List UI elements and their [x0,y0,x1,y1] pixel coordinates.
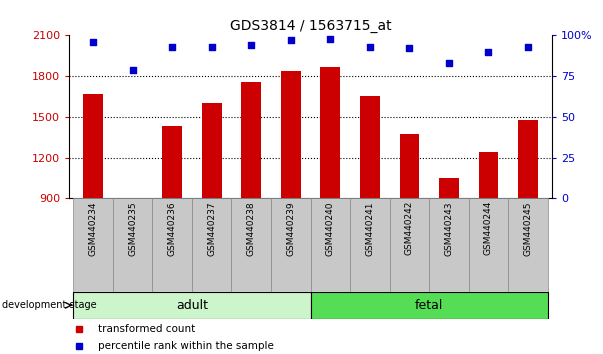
Text: GSM440240: GSM440240 [326,201,335,256]
Bar [320,67,340,198]
Text: percentile rank within the sample: percentile rank within the sample [98,341,274,351]
Point [405,46,414,51]
Text: GSM440236: GSM440236 [168,201,177,256]
Text: development stage: development stage [2,300,96,310]
Bar [202,103,221,198]
Bar [518,120,538,198]
Text: GSM440243: GSM440243 [444,201,453,256]
Bar [232,198,271,292]
Text: GSM440241: GSM440241 [365,201,374,256]
Text: adult: adult [176,299,208,312]
Bar [192,198,232,292]
Bar [311,292,548,319]
Bar [390,198,429,292]
Text: GSM440242: GSM440242 [405,201,414,256]
Bar [74,198,113,292]
Point [523,44,533,50]
Text: GSM440237: GSM440237 [207,201,216,256]
Bar [429,198,469,292]
Text: GSM440239: GSM440239 [286,201,295,256]
Point [247,42,256,48]
Bar [400,135,419,198]
Point [444,60,454,66]
Text: transformed count: transformed count [98,324,195,333]
Bar [162,126,182,198]
Point [207,44,216,50]
Point [88,39,98,45]
Bar [508,198,548,292]
Text: GSM440234: GSM440234 [89,201,98,256]
Text: GSM440235: GSM440235 [128,201,137,256]
Point [484,49,493,55]
Text: GSM440244: GSM440244 [484,201,493,256]
Point [286,38,295,43]
Point [365,44,374,50]
Bar [153,198,192,292]
Bar [83,95,103,198]
Point [128,67,137,73]
Bar [241,81,261,198]
Text: GSM440245: GSM440245 [523,201,532,256]
Point [326,36,335,41]
Bar [439,178,459,198]
Title: GDS3814 / 1563715_at: GDS3814 / 1563715_at [230,19,391,33]
Bar [311,198,350,292]
Bar [123,198,142,201]
Bar [360,96,380,198]
Point [167,44,177,50]
Bar [281,71,301,198]
Bar [350,198,390,292]
Bar [469,198,508,292]
Bar [271,198,311,292]
Text: fetal: fetal [415,299,443,312]
Text: GSM440238: GSM440238 [247,201,256,256]
Bar [113,198,153,292]
Bar [479,152,498,198]
Bar [74,292,311,319]
